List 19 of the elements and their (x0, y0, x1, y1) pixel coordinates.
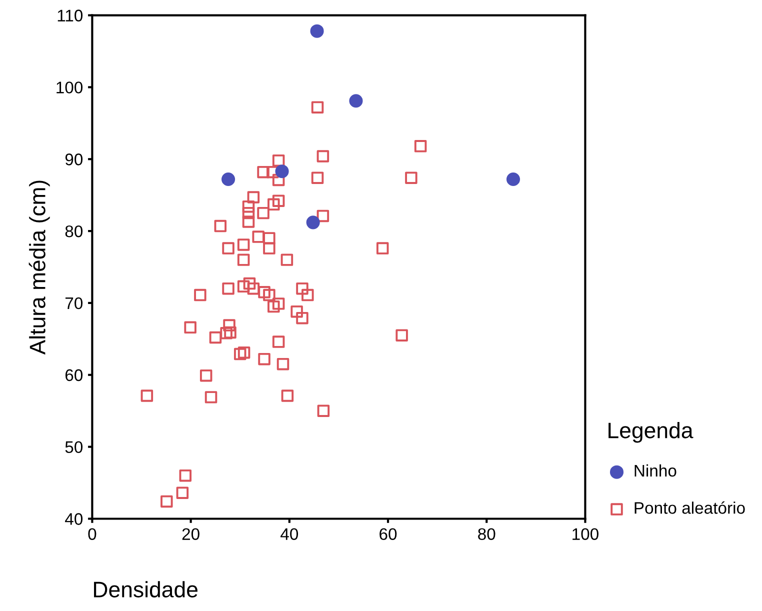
y-tick-label: 90 (65, 154, 83, 166)
y-axis-title: Altura média (cm) (28, 180, 50, 355)
x-tick-label: 40 (280, 528, 298, 540)
x-tick-label: 100 (572, 528, 598, 540)
y-tick-label: 60 (65, 369, 83, 382)
y-tick-label: 100 (56, 82, 83, 94)
legend-title: Legenda (608, 422, 694, 443)
y-tick-label: 70 (65, 297, 83, 310)
x-tick-label: 80 (478, 528, 496, 540)
x-tick-label: 0 (88, 528, 96, 540)
y-tick-label: 50 (65, 441, 83, 454)
legend-label: Ninho (634, 464, 676, 477)
x-tick-label: 60 (380, 528, 397, 540)
y-tick-label: 40 (65, 513, 83, 525)
y-tick-label: 110 (58, 10, 83, 22)
y-tick-label: 80 (65, 225, 83, 238)
x-tick-label: 20 (182, 528, 200, 540)
x-axis-title: Densidade (94, 581, 198, 598)
legend-label: Ponto aleatório (634, 501, 745, 514)
